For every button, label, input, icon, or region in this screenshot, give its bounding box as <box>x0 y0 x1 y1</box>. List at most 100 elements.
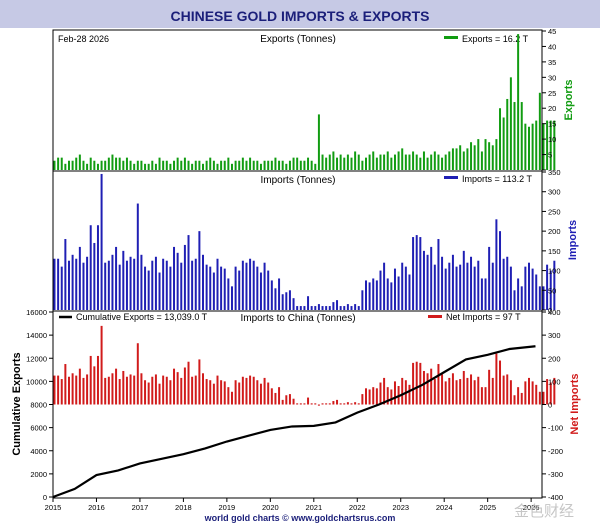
export-bar <box>332 151 335 170</box>
import-bar <box>86 256 89 310</box>
import-bar <box>198 231 201 310</box>
net-import-bar <box>78 368 81 405</box>
import-bar <box>462 250 465 310</box>
export-bar <box>531 123 534 170</box>
net-import-bar <box>332 401 335 405</box>
import-bar <box>296 306 299 310</box>
net-import-bar <box>325 403 328 405</box>
net-import-bar <box>361 394 364 405</box>
net-import-bar <box>176 372 179 405</box>
import-bar <box>491 262 494 310</box>
export-bar <box>317 114 320 170</box>
import-bar <box>292 298 295 310</box>
export-bar <box>256 160 259 170</box>
net-import-bar <box>426 373 429 405</box>
net-import-bar <box>165 376 168 405</box>
net-import-bar <box>419 362 422 405</box>
net-import-bar <box>180 377 183 405</box>
export-bar <box>267 160 270 170</box>
export-bar <box>107 157 110 170</box>
net-import-bar <box>147 382 150 405</box>
bar-layer <box>53 34 556 406</box>
import-bar <box>303 306 306 310</box>
net-import-bar <box>538 391 541 405</box>
net-import-bar <box>357 403 360 405</box>
import-bar <box>336 300 339 310</box>
net-import-bar <box>528 377 530 405</box>
import-bar <box>169 266 172 310</box>
import-bar <box>350 306 353 310</box>
import-bar <box>422 250 425 310</box>
net-import-bar <box>96 355 99 405</box>
net-import-bar <box>491 377 494 405</box>
export-bar <box>115 157 118 170</box>
import-bar <box>288 290 291 310</box>
x-tick-label: 2015 <box>45 503 62 512</box>
net-import-bar <box>412 362 415 405</box>
export-bar <box>86 163 89 170</box>
export-bar <box>444 154 447 170</box>
export-bar <box>147 163 150 170</box>
net-import-bar <box>531 381 534 405</box>
import-bar <box>183 244 186 310</box>
import-bar <box>154 256 157 310</box>
import-bar <box>397 276 400 310</box>
export-bar <box>553 120 556 170</box>
export-bar <box>140 160 143 170</box>
net-import-bar <box>274 392 277 405</box>
export-bar <box>151 160 154 170</box>
cumulative-y-tick-label: 10000 <box>26 377 47 386</box>
import-bar <box>238 270 241 310</box>
export-bar <box>354 151 357 170</box>
exports-legend-swatch <box>444 36 458 39</box>
import-bar <box>386 278 389 310</box>
net-import-bar <box>234 380 237 405</box>
import-bar <box>60 266 63 310</box>
import-bar <box>495 219 498 310</box>
net-import-bar <box>158 383 161 405</box>
net-import-bar <box>506 374 509 405</box>
net-import-bar <box>202 373 204 405</box>
import-bar <box>332 302 335 310</box>
x-tick-label: 2019 <box>219 503 236 512</box>
net-import-bar <box>86 374 89 405</box>
net-import-bar <box>278 387 281 405</box>
cumulative-axis-title: Cumulative Exports <box>11 352 23 455</box>
export-bar <box>234 160 237 170</box>
net-import-bar <box>495 353 498 405</box>
export-bar <box>60 157 63 170</box>
net-import-bar <box>252 376 255 405</box>
import-bar <box>136 203 139 310</box>
export-bar <box>238 160 241 170</box>
net-import-bar <box>183 367 186 405</box>
net-import-bar <box>238 382 241 405</box>
net-import-bar <box>368 389 371 405</box>
net-import-bar <box>230 391 233 405</box>
export-bar <box>274 157 277 170</box>
import-bar <box>542 286 545 310</box>
net-import-y-tick-label: -400 <box>548 493 563 502</box>
export-bar <box>241 157 244 170</box>
export-bar <box>499 108 502 170</box>
net-import-bar <box>285 395 288 405</box>
export-bar <box>339 154 342 170</box>
import-bar <box>230 286 233 310</box>
net-import-bar <box>169 380 172 405</box>
export-bar <box>307 157 310 170</box>
import-bar <box>470 256 473 310</box>
import-bar <box>368 282 371 310</box>
import-bar <box>314 306 317 310</box>
export-bar <box>426 157 429 170</box>
export-bar <box>455 148 458 170</box>
export-bar <box>535 120 538 170</box>
net-import-bar <box>133 375 136 405</box>
net-import-y-tick-label: 400 <box>548 308 561 317</box>
import-bar <box>307 296 310 310</box>
net-import-bar <box>299 403 302 405</box>
import-bar <box>459 264 462 310</box>
export-bar <box>404 154 407 170</box>
import-bar <box>513 290 516 310</box>
net-import-bar <box>100 325 103 405</box>
export-bar <box>441 157 444 170</box>
net-import-y-tick-label: -200 <box>548 447 563 456</box>
